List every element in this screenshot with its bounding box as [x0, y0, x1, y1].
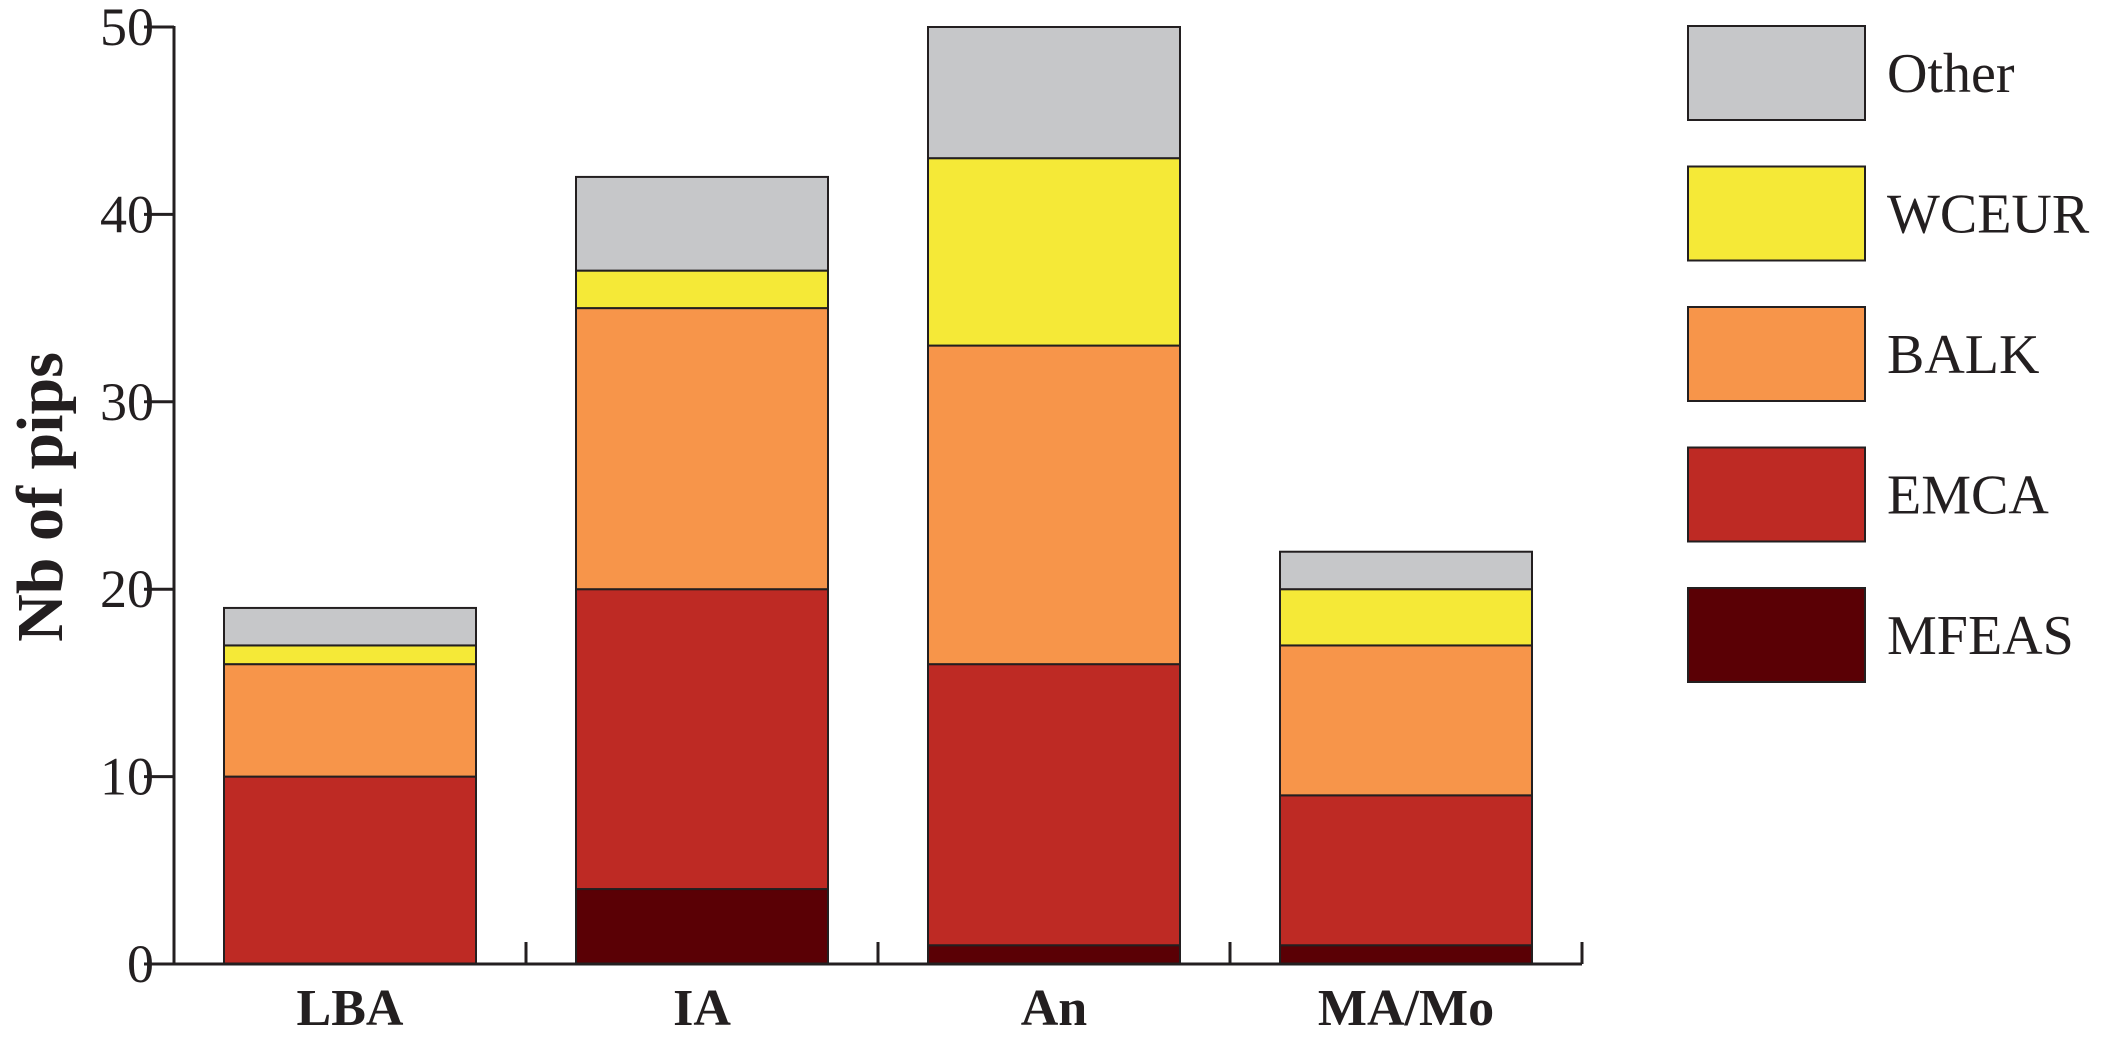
bar-segment-mfeas-an [927, 944, 1181, 966]
bar-segment-other-ma-mo [1279, 550, 1533, 591]
bars-layer [223, 26, 1533, 966]
legend-swatch-emca [1687, 446, 1866, 543]
bar-segment-emca-ma-mo [1279, 794, 1533, 947]
x-category-label: IA [673, 980, 731, 1035]
bar-segment-balk-ma-mo [1279, 644, 1533, 797]
bar-segment-other-lba [223, 606, 477, 647]
legend-label-mfeas: MFEAS [1887, 605, 2074, 667]
bar-segment-emca-an [927, 663, 1181, 947]
y-tick-label: 10 [100, 747, 154, 807]
bar-segment-mfeas-ma-mo [1279, 944, 1533, 966]
bar-segment-emca-lba [223, 775, 477, 965]
bar-segment-wceur-ia [575, 269, 829, 310]
bar-segment-wceur-ma-mo [1279, 588, 1533, 647]
y-tick-label: 20 [100, 559, 154, 619]
bar-segment-emca-ia [575, 588, 829, 891]
bar-segment-other-ia [575, 175, 829, 272]
bar-segment-balk-an [927, 344, 1181, 666]
legend-swatch-balk [1687, 306, 1866, 402]
x-category-label: MA/Mo [1318, 980, 1494, 1035]
legend-label-wceur: WCEUR [1887, 184, 2090, 246]
bar-segment-mfeas-ia [575, 888, 829, 965]
legend-swatch-other [1687, 25, 1866, 121]
x-category-label: An [1021, 980, 1088, 1035]
axes: 0 10 20 30 40 50 LBA IA An MA/Mo [100, 0, 1584, 1037]
y-axis-title: Nb of pips [4, 352, 77, 642]
legend: Other WCEUR BALK EMCA MFEAS [1687, 25, 2090, 683]
legend-label-balk: BALK [1887, 324, 2039, 386]
legend-label-other: Other [1887, 43, 2015, 105]
y-tick-label: 0 [127, 934, 154, 994]
bar-segment-balk-ia [575, 307, 829, 591]
legend-swatch-wceur [1687, 165, 1866, 262]
y-tick-label: 50 [100, 0, 154, 57]
bar-segment-wceur-lba [223, 644, 477, 666]
legend-label-emca: EMCA [1887, 465, 2049, 527]
x-category-label: LBA [297, 980, 404, 1035]
bar-segment-balk-lba [223, 663, 477, 778]
bar-segment-other-an [927, 26, 1181, 160]
legend-swatch-mfeas [1687, 587, 1866, 683]
y-tick-label: 40 [100, 184, 154, 244]
bar-segment-wceur-an [927, 157, 1181, 347]
y-tick-label: 30 [100, 372, 154, 432]
